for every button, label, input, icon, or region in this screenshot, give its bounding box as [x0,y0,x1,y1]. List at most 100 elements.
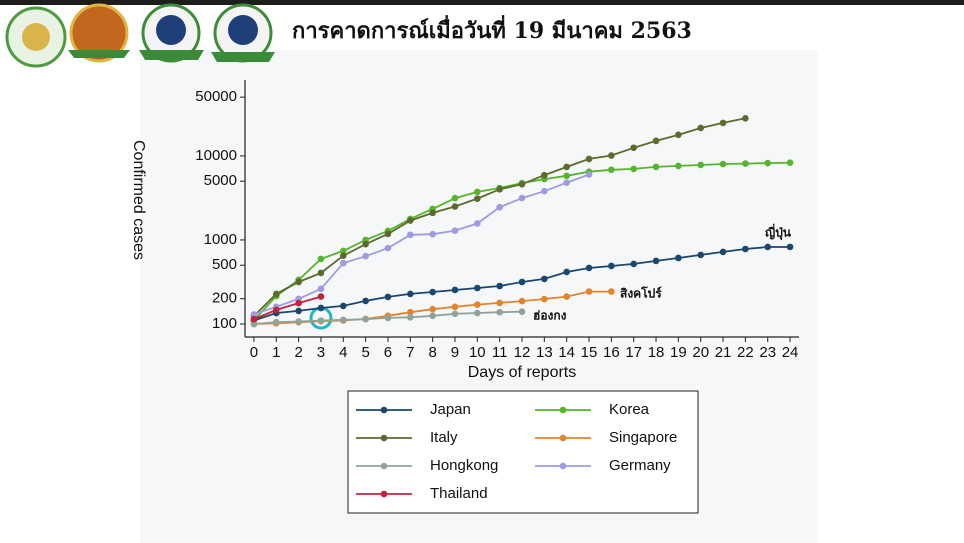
x-tick-label: 17 [625,344,642,361]
legend-marker [380,462,388,470]
legend-marker [380,434,388,442]
data-point [608,262,615,270]
data-point [451,303,459,311]
legend-label: Japan [430,401,471,418]
data-point [295,318,302,325]
data-point [518,278,526,286]
data-point [742,245,749,253]
data-point [541,275,548,283]
data-point [652,257,660,265]
data-point [272,306,280,314]
data-point [675,131,682,139]
data-point [407,314,414,321]
y-tick-label: 100 [212,315,237,332]
x-tick-label: 10 [469,344,486,361]
data-point [719,248,727,256]
x-tick-label: 19 [670,344,687,361]
data-point [407,231,414,239]
x-tick-label: 2 [294,344,302,361]
data-point [474,220,481,227]
x-tick-label: 16 [603,344,620,361]
data-point [295,299,302,307]
y-tick-label: 500 [212,256,237,273]
data-point [652,163,660,171]
x-tick-label: 6 [384,344,392,361]
data-point [272,290,280,298]
logo-ribbon [139,50,204,60]
y-tick-label: 10000 [195,147,237,164]
legend-marker [559,406,567,414]
legend-label: Italy [430,429,458,446]
x-tick-label: 11 [492,344,508,361]
data-point [608,152,615,159]
data-point [384,314,392,322]
data-point [339,259,347,267]
data-point [764,243,772,251]
data-point [362,252,369,260]
data-point [496,282,503,290]
x-axis-label: Days of reports [468,364,576,381]
data-point [563,172,570,180]
data-point [429,230,436,238]
legend-marker [559,462,567,470]
data-point [474,195,481,202]
series-line [253,173,590,316]
legend-marker [559,434,567,442]
x-tick-label: 21 [715,344,732,361]
x-tick-label: 9 [451,344,459,361]
data-point [585,264,593,272]
x-tick-label: 7 [406,344,414,361]
data-point [541,187,548,195]
data-point [585,171,593,178]
annotation: สิงคโปร์ [620,286,662,301]
annotation: ญี่ปุ่น [765,224,792,241]
x-tick-label: 1 [272,344,280,361]
data-point [474,309,481,317]
data-point [518,194,526,202]
data-point [786,243,794,251]
y-tick-label: 5000 [204,172,237,189]
data-point [429,312,436,320]
data-point [496,299,503,307]
data-point [407,217,414,224]
x-tick-label: 20 [692,344,709,361]
data-point [518,180,526,188]
data-point [250,315,258,323]
x-tick-label: 8 [428,344,436,361]
x-tick-label: 5 [361,344,369,361]
data-point [407,290,414,298]
data-point [250,311,258,318]
y-tick-label: 200 [212,290,237,307]
legend-label: Germany [609,457,671,474]
data-point [541,295,548,303]
data-point [362,240,369,248]
logo-ribbon [211,52,275,62]
data-point [474,284,481,292]
data-point [317,317,325,324]
logo-emblem [156,15,186,45]
data-point [496,186,503,193]
data-point [652,137,660,145]
data-point [675,162,682,170]
top-bar [0,0,964,5]
logo-emblem [22,23,50,51]
data-point [317,304,325,312]
x-tick-label: 4 [339,344,347,361]
data-point [250,320,258,328]
x-tick-label: 14 [558,344,575,361]
data-point [339,247,347,255]
legend-marker [380,490,388,498]
annotation: ฮ่องกง [533,309,567,323]
data-point [474,301,481,308]
data-point [585,288,593,295]
data-point [518,297,526,305]
data-point [384,230,392,238]
logo-ribbon [68,50,130,58]
data-point [451,194,459,202]
data-point [496,308,503,316]
x-tick-label: 13 [536,344,553,361]
data-point [451,203,459,210]
data-point [339,252,347,259]
